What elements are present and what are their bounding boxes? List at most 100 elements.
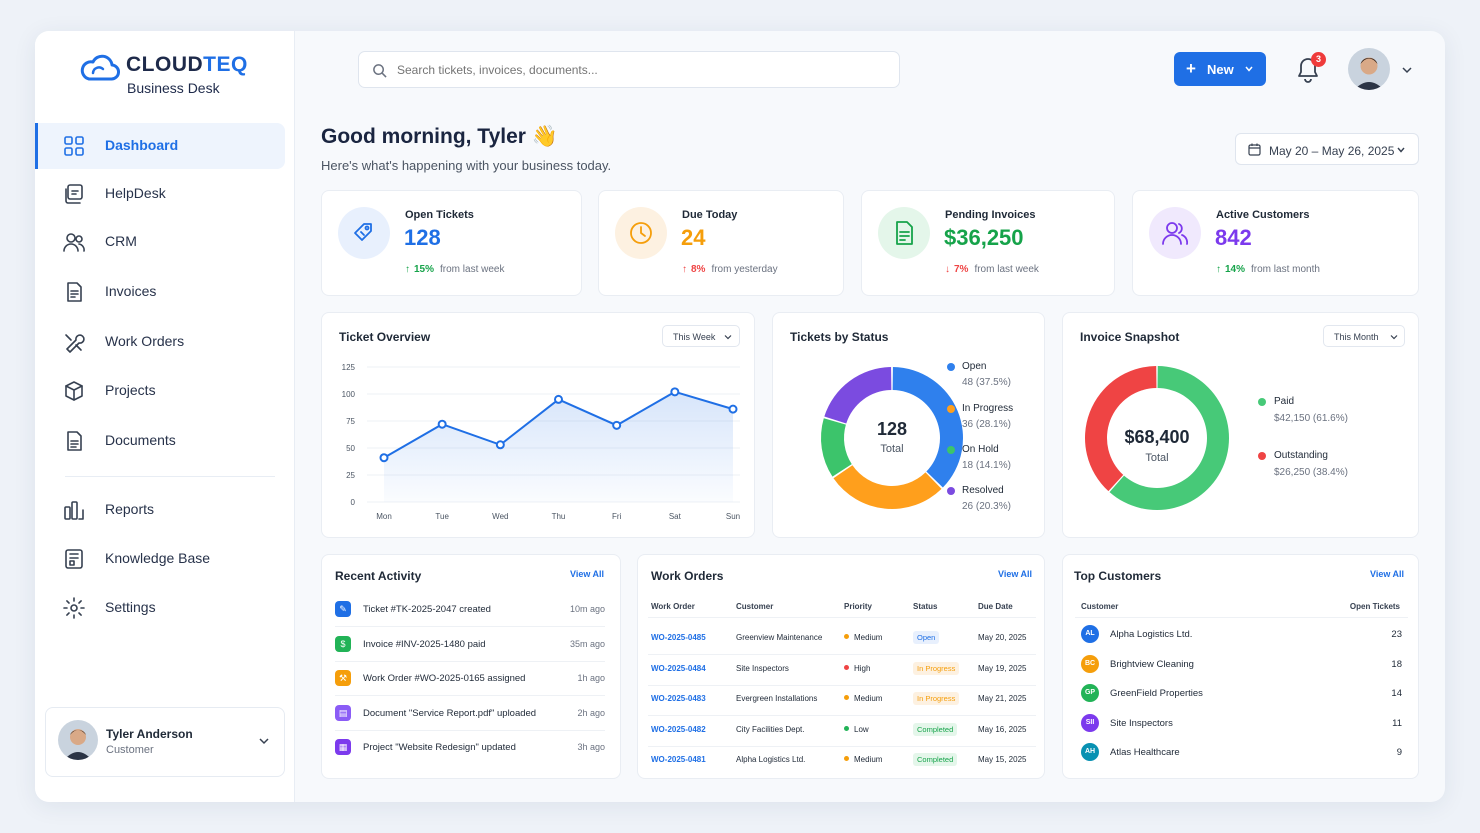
sidebar-item-label: Dashboard: [105, 137, 179, 153]
activity-time: 35m ago: [569, 638, 605, 649]
work-order-id-link[interactable]: WO-2025-0484: [651, 663, 706, 673]
work-order-id-link[interactable]: WO-2025-0485: [651, 633, 706, 642]
list-item[interactable]: $ Invoice #INV-2025-1480 paid 35m ago: [335, 634, 605, 656]
data-point[interactable]: [437, 419, 447, 429]
user-name: Tyler Anderson: [106, 727, 193, 741]
kpi-card-due-today[interactable]: Due Today 24 ↑ 8% from yesterday: [598, 190, 844, 296]
column-header: Customer: [736, 602, 774, 611]
greeting-title: Good morning, Tyler 👋: [321, 125, 558, 148]
activity-text: Project "Website Redesign" updated: [363, 742, 516, 753]
sidebar-item-documents[interactable]: Documents: [35, 418, 285, 464]
chevron-down-icon: [724, 335, 732, 340]
kpi-card-pending-invoices[interactable]: Pending Invoices $36,250 ↓ 7% from last week: [861, 190, 1115, 296]
view-all-link[interactable]: View All: [997, 569, 1032, 579]
search-icon: [373, 64, 387, 78]
data-point[interactable]: [495, 440, 505, 450]
list-item[interactable]: ⚒ Work Order #WO-2025-0165 assigned 1h ago: [335, 668, 605, 690]
kpi-change: ↑ 15% from last week: [405, 264, 504, 275]
ticket-line-chart: 0 25 50 75 100 125 Mon Tue Wed Thu Fri Sat Sun: [342, 363, 740, 521]
sidebar-item-label: Work Orders: [105, 333, 185, 349]
donut-slice[interactable]: [821, 418, 852, 477]
divider: [648, 654, 1036, 655]
sidebar-item-reports[interactable]: Reports: [35, 487, 285, 533]
column-header: Status: [913, 602, 938, 611]
user-profile-card[interactable]: Tyler Anderson Customer: [45, 707, 285, 777]
data-point[interactable]: [379, 453, 389, 463]
table-row[interactable]: WO-2025-0481 Alpha Logistics Ltd. Medium Co…: [638, 753, 1046, 773]
list-item[interactable]: ▤ Document "Service Report.pdf" uploaded 2…: [335, 703, 605, 725]
kpi-card-open-tickets[interactable]: Open Tickets 128 ↑ 15% from last week: [321, 190, 582, 296]
sidebar-item-dashboard[interactable]: Dashboard: [35, 123, 285, 169]
list-item[interactable]: BC Brightview Cleaning 18: [1063, 654, 1420, 675]
avatar[interactable]: [1348, 48, 1390, 90]
legend-value: 18 (14.1%): [962, 460, 1011, 471]
donut-total-value: $68,400: [1124, 427, 1190, 447]
view-all-link[interactable]: View All: [569, 569, 604, 579]
divider: [335, 695, 605, 696]
legend-value: 26 (20.3%): [962, 501, 1011, 512]
data-point[interactable]: [670, 387, 680, 397]
chevron-down-icon[interactable]: [258, 735, 270, 747]
work-order-id-link[interactable]: WO-2025-0483: [651, 694, 706, 703]
column-header: Due Date: [978, 602, 1013, 611]
sidebar-item-crm[interactable]: CRM: [35, 219, 285, 265]
legend-dot: [947, 405, 955, 413]
work-order-priority: Medium: [844, 755, 882, 764]
list-item[interactable]: ✎ Ticket #TK-2025-2047 created 10m ago: [335, 599, 605, 621]
kpi-change-pct: 8%: [691, 264, 706, 275]
recent-activity-card: Recent Activity View All ✎ Ticket #TK-202…: [321, 554, 621, 779]
view-all-link[interactable]: View All: [1369, 569, 1404, 579]
helpdesk-icon: [63, 183, 85, 205]
list-item[interactable]: AH Atlas Healthcare 9: [1063, 743, 1420, 763]
donut-slice[interactable]: [1109, 366, 1229, 510]
work-order-id-link[interactable]: WO-2025-0482: [651, 724, 706, 734]
kpi-card-active-customers[interactable]: Active Customers 842 ↑ 14% from last month: [1132, 190, 1419, 296]
table-row[interactable]: WO-2025-0483 Evergreen Installations Mediu…: [638, 692, 1046, 712]
data-point[interactable]: [612, 420, 622, 430]
period-select[interactable]: This Month: [1323, 325, 1405, 347]
table-row[interactable]: WO-2025-0482 City Facilities Dept. Low Comp…: [638, 722, 1046, 743]
legend-label: Paid: [1274, 396, 1295, 407]
data-point[interactable]: [554, 394, 563, 404]
donut-slice[interactable]: [892, 367, 963, 488]
activity-text: Invoice #INV-2025-1480 paid: [363, 638, 486, 650]
sidebar-item-helpdesk[interactable]: HelpDesk: [35, 171, 285, 217]
activity-text: Work Order #WO-2025-0165 assigned: [363, 673, 526, 684]
sidebar-item-settings[interactable]: Settings: [35, 585, 285, 631]
date-range-picker[interactable]: May 20 – May 26, 2025: [1235, 133, 1419, 165]
donut-slice[interactable]: [824, 367, 892, 424]
list-item[interactable]: ▦ Project "Website Redesign" updated 3h ag…: [335, 737, 605, 759]
work-order-due-date: May 15, 2025: [978, 755, 1027, 764]
invoice-donut-chart: [1085, 366, 1229, 510]
sidebar-item-label: HelpDesk: [105, 185, 166, 201]
sidebar-item-invoices[interactable]: Invoices: [35, 269, 285, 315]
chevron-down-icon[interactable]: [1401, 64, 1413, 76]
avatar: AL: [1081, 625, 1099, 643]
data-point[interactable]: [728, 404, 738, 414]
list-item[interactable]: GP GreenField Properties 14: [1063, 684, 1420, 704]
sidebar-item-work-orders[interactable]: Work Orders: [35, 319, 285, 365]
card-title: Invoice Snapshot: [1080, 330, 1180, 344]
new-button[interactable]: + New: [1174, 52, 1266, 86]
search-bar[interactable]: [358, 51, 900, 88]
table-row[interactable]: WO-2025-0485 Greenview Maintenance Medium O…: [638, 631, 1046, 651]
search-input[interactable]: [397, 60, 887, 80]
donut-slice[interactable]: [833, 465, 942, 509]
list-item[interactable]: AL Alpha Logistics Ltd. 23: [1063, 625, 1420, 645]
sidebar-item-projects[interactable]: Projects: [35, 368, 285, 414]
legend-dot: [947, 487, 955, 495]
date-range-label: May 20 – May 26, 2025: [1269, 144, 1395, 158]
wrench-icon: ⚒: [335, 670, 351, 686]
table-row[interactable]: WO-2025-0484 Site Inspectors High In Progre…: [638, 661, 1046, 682]
brand-logo[interactable]: CLOUDTEQ Business Desk: [79, 51, 259, 101]
work-order-priority: Medium: [844, 633, 882, 642]
work-order-id-link[interactable]: WO-2025-0481: [651, 755, 706, 764]
list-item[interactable]: SII Site Inspectors 11: [1063, 713, 1420, 734]
period-select[interactable]: This Week: [662, 325, 740, 347]
app-window: CLOUDTEQ Business Desk Dashboard HelpDesk…: [35, 31, 1445, 802]
customer-name: GreenField Properties: [1110, 688, 1203, 699]
donut-slice[interactable]: [1085, 366, 1157, 492]
legend-label: Open: [962, 361, 987, 372]
sidebar-item-knowledge-base[interactable]: Knowledge Base: [35, 536, 285, 582]
divider: [648, 745, 1036, 747]
